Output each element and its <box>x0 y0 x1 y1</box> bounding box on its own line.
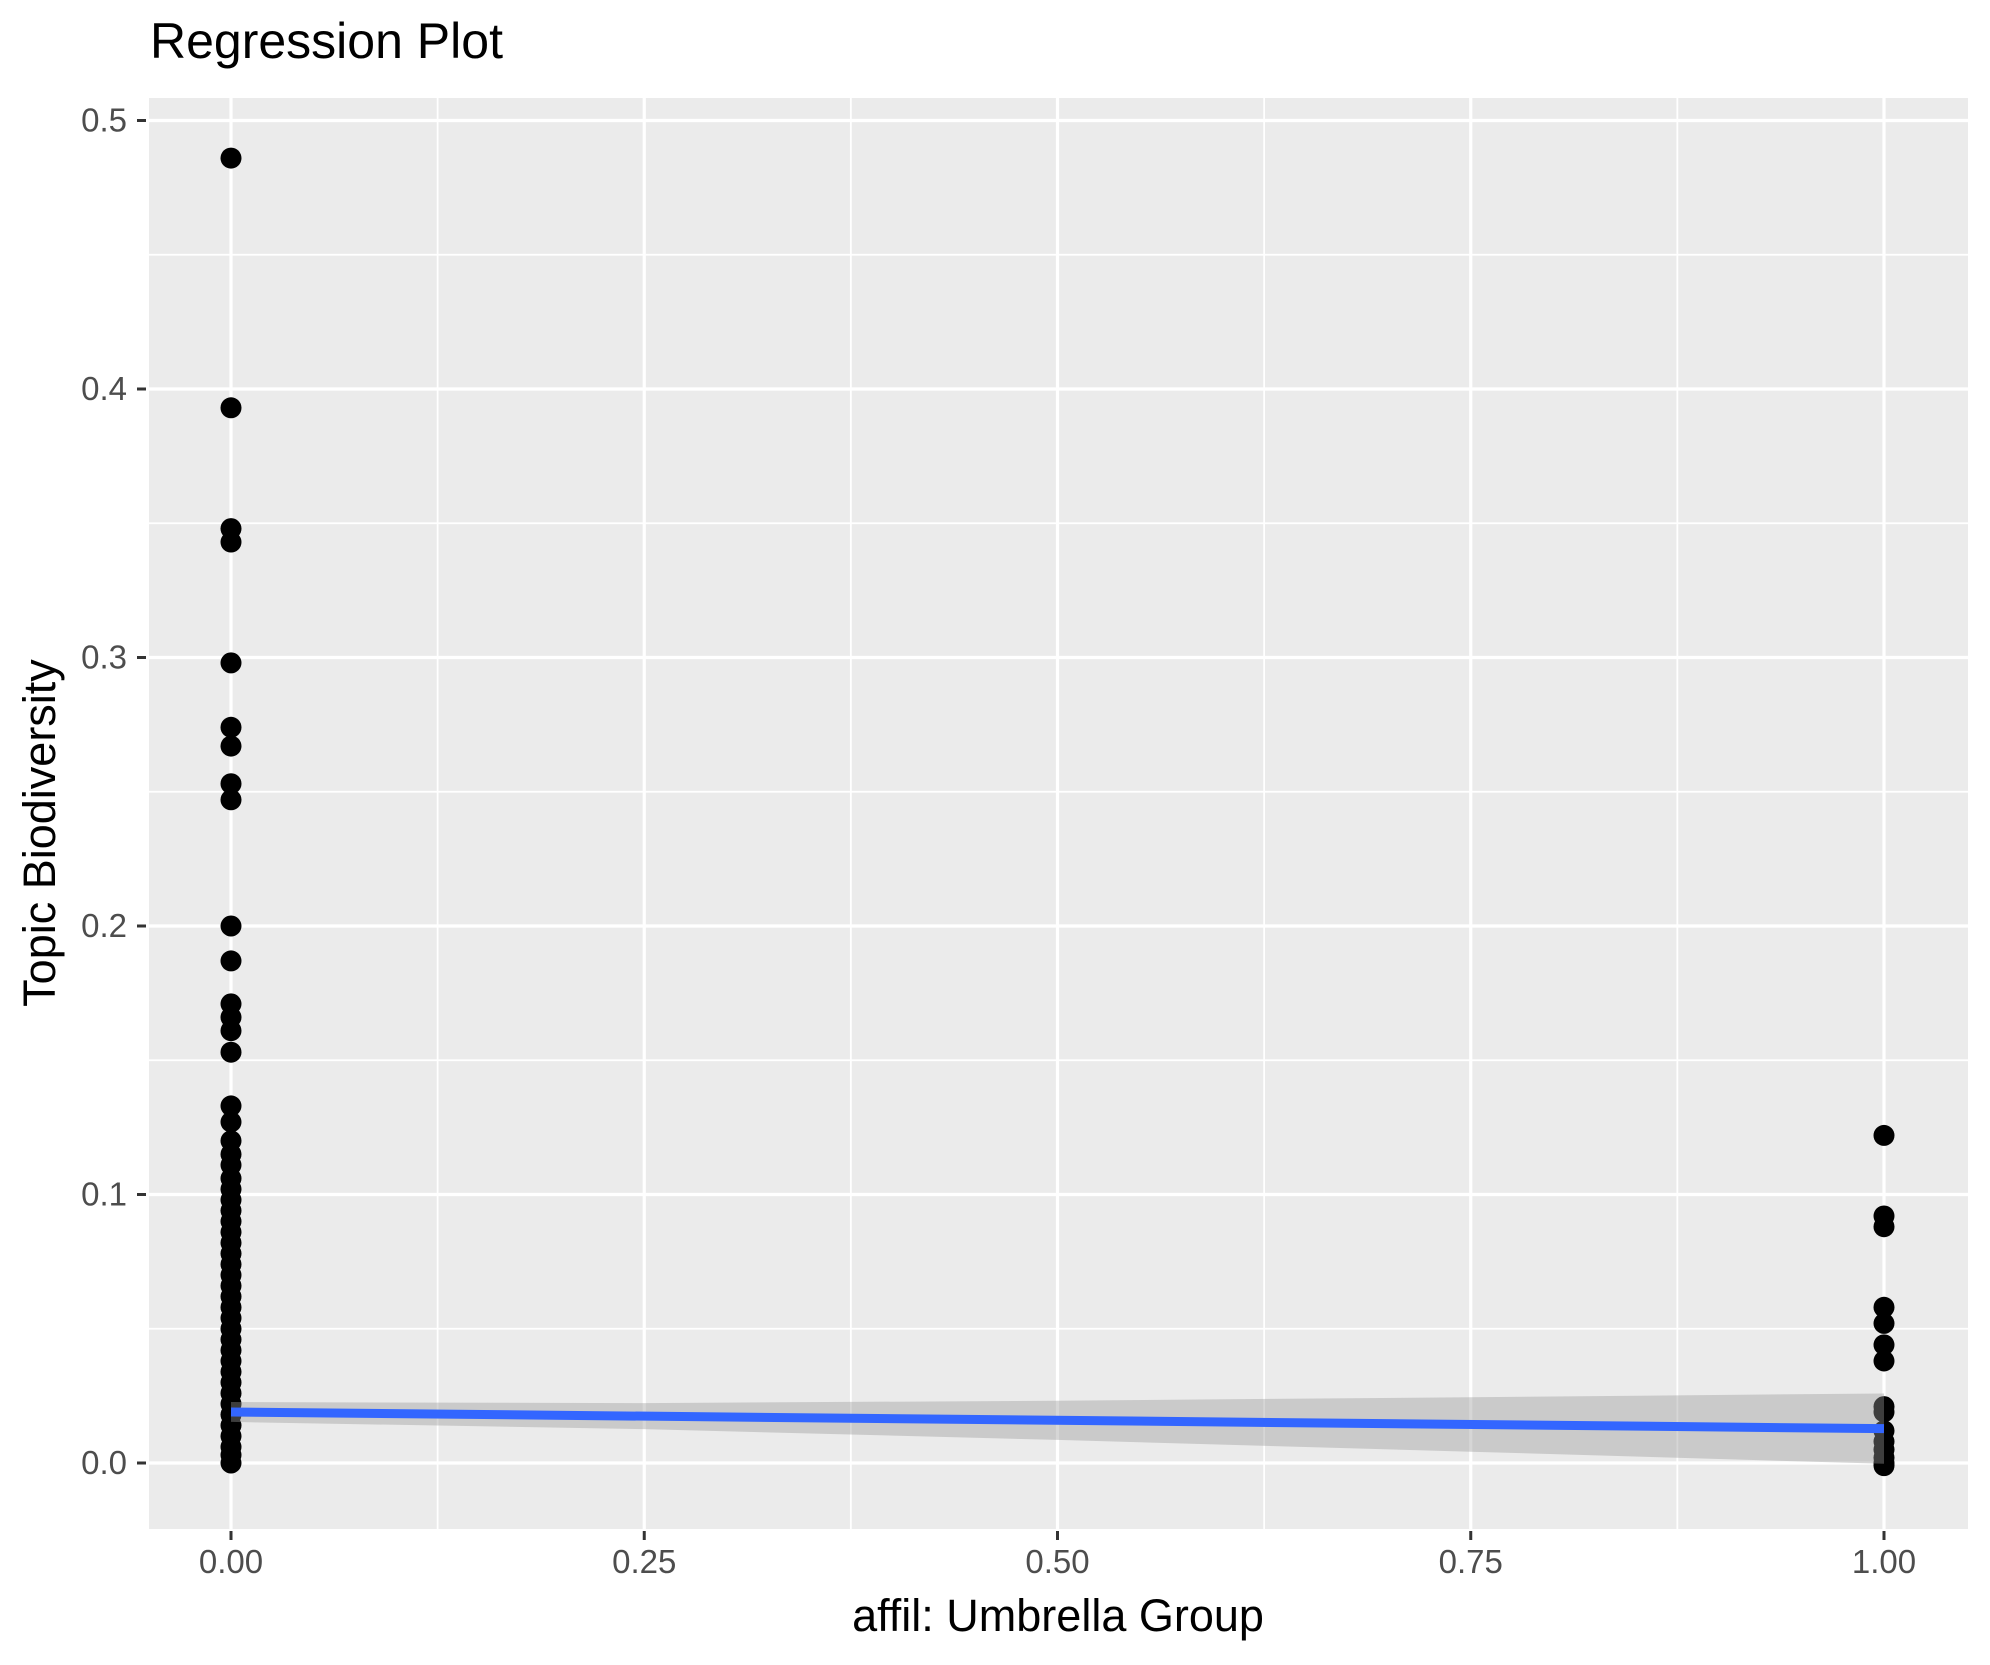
y-tick-label: 0.2 <box>81 907 127 944</box>
data-point <box>220 1111 242 1133</box>
data-point <box>220 531 242 553</box>
data-point <box>220 950 242 972</box>
data-point <box>220 1041 242 1063</box>
regression-line <box>230 1407 1885 1434</box>
data-point <box>220 735 242 757</box>
data-point <box>1873 1124 1895 1146</box>
data-point <box>1873 1312 1895 1334</box>
data-point <box>220 397 242 419</box>
data-point <box>220 1452 242 1474</box>
data-point <box>1873 1296 1895 1318</box>
y-tick-label: 0.0 <box>81 1444 127 1481</box>
x-tick-label: 1.00 <box>1852 1543 1916 1580</box>
data-point <box>1873 1401 1895 1423</box>
data-point <box>220 147 242 169</box>
y-tick-label: 0.4 <box>81 370 127 407</box>
data-point <box>220 915 242 937</box>
x-axis-title: affil: Umbrella Group <box>852 1590 1264 1641</box>
y-tick-label: 0.5 <box>81 102 127 139</box>
x-tick-label: 0.75 <box>1439 1543 1503 1580</box>
data-point <box>220 1095 242 1117</box>
data-point <box>1873 1334 1895 1356</box>
data-point <box>220 789 242 811</box>
data-point <box>220 1020 242 1042</box>
x-tick-label: 0.50 <box>1025 1543 1089 1580</box>
confidence-band <box>231 1393 1884 1464</box>
y-tick-label: 0.3 <box>81 639 127 676</box>
data-point <box>1873 1216 1895 1238</box>
x-tick-label: 0.25 <box>612 1543 676 1580</box>
y-axis-title: Topic Biodiversity <box>14 659 65 1007</box>
data-point <box>220 716 242 738</box>
data-point <box>1873 1455 1895 1477</box>
data-point <box>220 773 242 795</box>
y-tick-label: 0.1 <box>81 1176 127 1213</box>
x-tick-label: 0.00 <box>199 1543 263 1580</box>
data-point <box>220 652 242 674</box>
data-point <box>1873 1350 1895 1372</box>
plot-title: Regression Plot <box>150 13 503 69</box>
